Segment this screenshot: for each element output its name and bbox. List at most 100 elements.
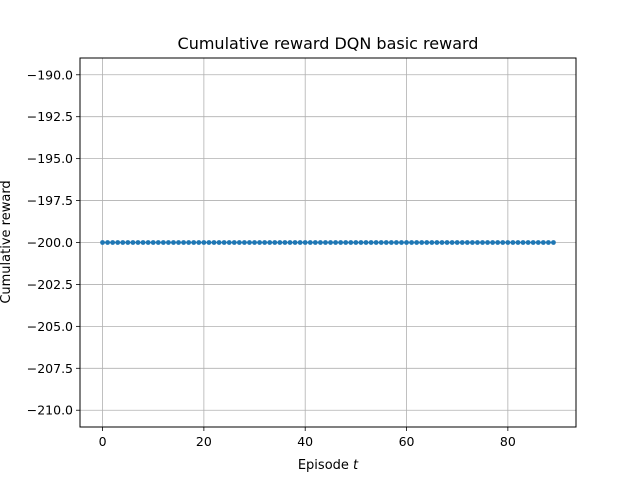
data-point [302,240,308,245]
data-point [307,240,313,245]
data-point [242,240,247,245]
data-point [525,240,531,245]
data-point [388,240,394,245]
data-point [318,240,323,245]
data-point [267,240,273,245]
x-tick-label: 60 [399,434,415,449]
data-point [343,240,349,245]
x-axis-label: Episode t [298,458,359,473]
data-point [475,240,480,245]
data-series [100,240,556,245]
data-point [540,240,546,245]
data-point [368,240,374,245]
data-point [500,240,506,245]
chart-title: Cumulative reward DQN basic reward [178,34,479,53]
data-point [530,240,536,245]
data-point [252,240,257,245]
data-point [125,240,131,245]
data-point [211,240,217,245]
data-point [404,240,409,245]
data-point [257,240,263,245]
data-point [358,240,364,245]
y-tick-label: −205.0 [27,319,73,334]
data-point [247,240,252,245]
y-tick-label: −195.0 [27,151,73,166]
data-point [277,240,283,245]
y-tick-label: −190.0 [27,67,73,82]
x-tick-label: 20 [196,434,212,449]
data-point [328,240,333,245]
data-point [115,240,121,245]
data-point [409,240,414,245]
y-axis-label: Cumulative reward [0,180,14,303]
y-tick-label: −207.5 [27,361,73,376]
data-point [373,240,379,245]
data-point [236,240,242,245]
data-point [480,240,485,245]
y-tick-label: −202.5 [27,277,73,292]
data-point [490,240,496,245]
data-point [282,240,288,245]
data-point [196,240,202,245]
data-point [434,240,440,245]
data-point [120,240,126,245]
data-point [206,240,212,245]
data-point [145,240,151,245]
data-point [338,240,344,245]
x-tick-label: 40 [297,434,313,449]
data-point [393,240,399,245]
data-point [100,240,105,245]
data-point [444,240,450,245]
data-point [181,240,187,245]
data-point [515,240,521,245]
data-point [140,240,146,245]
data-point [520,240,526,245]
data-point [510,240,516,245]
data-point [333,240,338,245]
data-point [312,240,318,245]
data-point [363,240,369,245]
data-point [160,240,166,245]
data-point [485,240,490,245]
data-point [505,240,511,245]
data-point [399,240,404,245]
data-point [439,240,445,245]
data-point [323,240,328,245]
data-point [135,240,141,245]
axis-ticks: 0 20 40 60 80 −190.0 −192.5 −195.0 −197.5 −200.0 −… [27,67,516,449]
y-tick-label: −192.5 [27,109,73,124]
data-point [292,240,298,245]
y-tick-label: −197.5 [27,193,73,208]
data-point [545,240,551,245]
grid-lines [80,58,576,427]
data-point [495,240,501,245]
data-point [105,240,111,245]
data-point [272,240,278,245]
data-point [191,240,197,245]
data-point [262,240,268,245]
data-point [424,240,430,245]
data-point [216,240,222,245]
data-point [419,240,425,245]
data-point [535,240,541,245]
x-axis-label-prefix: Episode [298,458,353,473]
x-axis-label-variable: t [353,458,359,473]
data-point [429,240,435,245]
data-point [287,240,293,245]
data-point [155,240,161,245]
data-point [130,240,136,245]
y-tick-label: −210.0 [27,403,73,418]
data-point [348,240,354,245]
data-point [231,240,237,245]
data-point [201,240,207,245]
data-point [414,240,420,245]
data-point [297,240,303,245]
data-point [186,240,192,245]
data-point [353,240,359,245]
data-point [150,240,156,245]
y-tick-label: −200.0 [27,235,73,250]
x-tick-label: 80 [500,434,516,449]
data-point [378,240,384,245]
data-point [551,240,556,245]
